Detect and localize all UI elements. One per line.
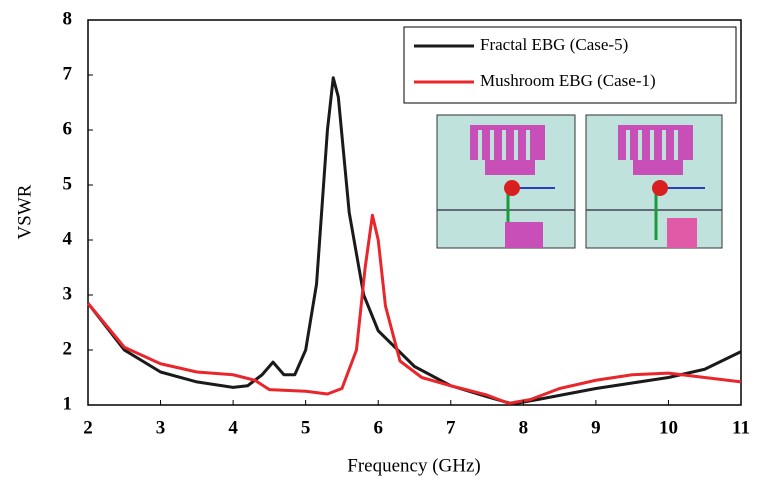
x-tick-label: 3 [156,417,166,438]
y-tick-label: 1 [63,393,73,414]
x-tick-label: 7 [446,417,456,438]
y-tick-label: 5 [63,173,73,194]
x-tick-label: 11 [732,417,750,438]
chart: Frequency (GHz) VSWR 2345678910111234567… [0,0,760,499]
y-tick-label: 2 [63,338,73,359]
x-tick-label: 2 [83,417,93,438]
legend-label: Fractal EBG (Case-5) [480,35,628,54]
inset-right [586,115,722,248]
y-tick-label: 4 [63,228,73,249]
y-tick-label: 8 [63,8,73,29]
inset-left [437,115,575,248]
x-tick-label: 6 [373,417,383,438]
legend-label: Mushroom EBG (Case-1) [480,71,656,90]
y-tick-label: 7 [63,63,73,84]
x-tick-label: 4 [228,417,238,438]
y-tick-label: 6 [63,118,73,139]
x-tick-label: 10 [659,417,678,438]
y-axis-label: VSWR [14,184,35,239]
y-tick-label: 3 [63,283,73,304]
x-tick-label: 8 [519,417,529,438]
x-tick-label: 5 [301,417,311,438]
x-tick-label: 9 [591,417,601,438]
x-axis-label: Frequency (GHz) [347,455,480,476]
